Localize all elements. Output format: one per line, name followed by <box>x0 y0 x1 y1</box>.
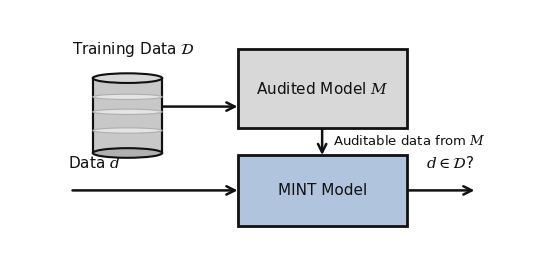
Text: MINT Model: MINT Model <box>277 183 367 198</box>
FancyBboxPatch shape <box>238 155 407 226</box>
Polygon shape <box>93 78 162 153</box>
FancyBboxPatch shape <box>238 49 407 128</box>
Text: $d \in \mathcal{D}$?: $d \in \mathcal{D}$? <box>426 155 474 171</box>
Text: Audited Model $M$: Audited Model $M$ <box>256 80 388 97</box>
Ellipse shape <box>93 109 162 114</box>
Ellipse shape <box>93 94 162 100</box>
Text: Training Data $\mathcal{D}$: Training Data $\mathcal{D}$ <box>73 40 195 59</box>
Text: Data $d$: Data $d$ <box>68 155 121 171</box>
Text: Auditable data from $M$: Auditable data from $M$ <box>333 133 485 147</box>
Ellipse shape <box>93 148 162 158</box>
Ellipse shape <box>93 128 162 133</box>
Ellipse shape <box>93 73 162 83</box>
